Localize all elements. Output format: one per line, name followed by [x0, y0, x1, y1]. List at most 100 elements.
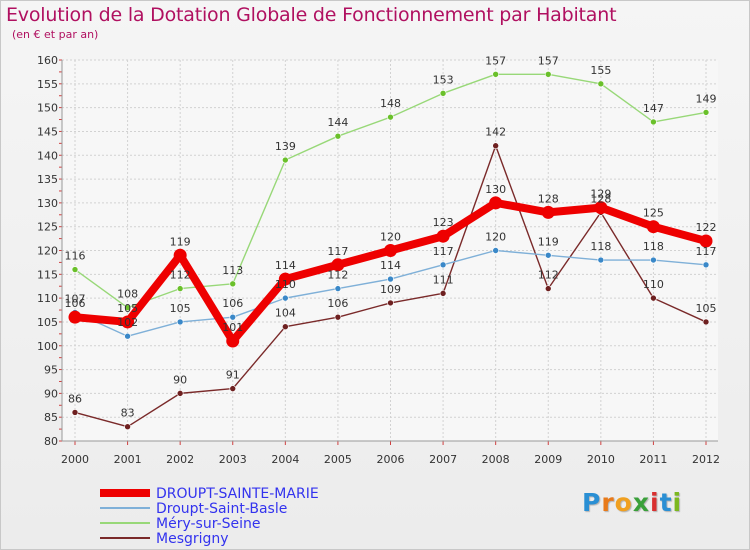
y-tick-label: 85	[44, 411, 58, 424]
data-point	[229, 313, 237, 321]
data-point	[699, 234, 713, 248]
data-label: 153	[433, 73, 454, 86]
data-point	[331, 258, 345, 272]
data-point	[282, 156, 289, 164]
y-tick-label: 120	[37, 245, 58, 258]
data-point	[702, 318, 710, 326]
data-point	[489, 196, 503, 210]
data-point	[439, 290, 447, 297]
data-label: 147	[643, 102, 664, 115]
data-point	[597, 80, 605, 88]
logo-letter: i	[650, 488, 660, 517]
logo-letter: x	[632, 488, 650, 517]
data-point	[541, 205, 555, 219]
data-point	[176, 390, 184, 397]
data-point	[334, 132, 342, 140]
legend-label: Mesgrigny	[156, 531, 229, 547]
data-point	[334, 285, 342, 292]
y-tick-label: 140	[37, 149, 58, 162]
y-tick-label: 90	[44, 387, 58, 400]
data-point	[68, 310, 82, 324]
x-tick-label: 2004	[271, 453, 299, 466]
data-label: 117	[327, 245, 348, 258]
data-label: 83	[121, 407, 135, 420]
data-point	[436, 229, 450, 243]
data-label: 90	[173, 373, 187, 386]
data-point	[594, 201, 608, 215]
data-point	[176, 285, 184, 292]
data-point	[650, 294, 657, 302]
x-tick-label: 2009	[534, 453, 562, 466]
data-point	[387, 275, 394, 283]
y-tick-label: 110	[37, 292, 58, 305]
data-point	[650, 256, 657, 264]
data-label: 106	[327, 297, 348, 310]
data-label: 157	[538, 54, 559, 67]
data-point	[71, 409, 79, 416]
data-point	[173, 248, 187, 262]
data-label: 128	[590, 192, 611, 205]
data-label: 130	[485, 183, 506, 196]
data-label: 117	[433, 245, 454, 258]
data-label: 86	[68, 392, 82, 405]
data-point	[124, 304, 131, 311]
logo-letter: P	[582, 488, 602, 517]
data-label: 122	[696, 221, 717, 234]
chart-subtitle: (en € et par an)	[12, 28, 99, 41]
data-point	[278, 272, 292, 286]
data-label: 118	[590, 240, 611, 253]
x-tick-label: 2012	[692, 453, 720, 466]
data-label: 110	[643, 278, 664, 291]
data-label: 106	[65, 297, 86, 310]
x-tick-label: 2001	[114, 453, 142, 466]
data-point	[71, 266, 79, 273]
y-tick-label: 160	[37, 54, 58, 67]
x-tick-label: 2006	[377, 453, 405, 466]
y-tick-label: 145	[37, 125, 58, 138]
y-tick-label: 80	[44, 435, 58, 448]
logo-letter: o	[614, 488, 633, 517]
data-label: 114	[275, 259, 296, 272]
data-label: 123	[433, 216, 454, 229]
data-label: 116	[65, 250, 86, 263]
y-tick-label: 115	[37, 268, 58, 281]
data-point	[544, 285, 552, 292]
logo-letter: t	[659, 488, 673, 517]
data-label: 129	[590, 188, 611, 201]
y-tick-label: 155	[37, 78, 58, 91]
logo-letter: i	[672, 488, 683, 517]
y-tick-label: 135	[37, 173, 58, 186]
data-label: 106	[222, 297, 243, 310]
data-label: 91	[226, 369, 240, 382]
data-label: 119	[538, 235, 559, 248]
data-label: 110	[275, 278, 296, 291]
data-label: 105	[696, 302, 717, 315]
data-label: 142	[485, 126, 506, 139]
data-label: 119	[170, 235, 191, 248]
data-point	[229, 280, 237, 288]
data-point	[492, 70, 499, 78]
data-point	[650, 118, 657, 126]
data-point	[121, 315, 135, 329]
x-tick-label: 2007	[429, 453, 457, 466]
data-point	[702, 109, 710, 116]
data-point	[124, 423, 131, 431]
data-label: 118	[643, 240, 664, 253]
data-label: 107	[65, 292, 86, 305]
data-label: 112	[327, 269, 348, 282]
x-tick-label: 2011	[639, 453, 667, 466]
data-label: 105	[117, 302, 138, 315]
y-tick-label: 150	[37, 102, 58, 115]
data-point	[282, 323, 289, 331]
data-point	[226, 334, 240, 348]
data-point	[176, 318, 184, 326]
data-label: 111	[433, 273, 454, 286]
data-point	[597, 256, 605, 264]
data-label: 157	[485, 54, 506, 67]
data-point	[492, 142, 499, 150]
data-point	[702, 261, 710, 269]
data-label: 144	[327, 116, 348, 129]
data-point	[492, 247, 499, 254]
data-point	[387, 299, 394, 307]
